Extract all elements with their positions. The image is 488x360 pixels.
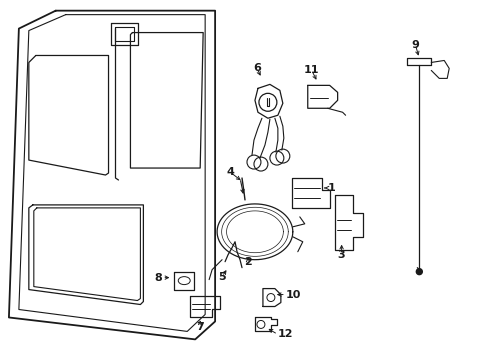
Text: 1: 1 bbox=[327, 183, 335, 193]
Text: 10: 10 bbox=[285, 289, 301, 300]
Text: 3: 3 bbox=[337, 250, 345, 260]
Text: 4: 4 bbox=[225, 167, 234, 177]
Text: 12: 12 bbox=[277, 329, 293, 339]
Text: 9: 9 bbox=[410, 40, 418, 50]
Text: 7: 7 bbox=[196, 323, 203, 332]
Text: 2: 2 bbox=[244, 257, 251, 267]
Text: 6: 6 bbox=[252, 63, 261, 73]
Text: 5: 5 bbox=[218, 272, 225, 282]
Text: 8: 8 bbox=[154, 273, 162, 283]
Circle shape bbox=[415, 269, 422, 275]
Text: 11: 11 bbox=[304, 66, 319, 76]
